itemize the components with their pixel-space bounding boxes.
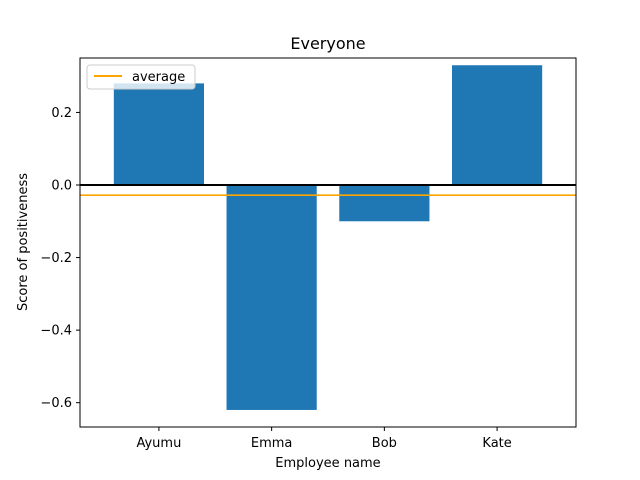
bar-kate bbox=[452, 65, 543, 185]
x-tick-label: Emma bbox=[251, 436, 293, 451]
plot-frame bbox=[79, 57, 577, 428]
bars-group bbox=[113, 65, 543, 410]
bar-ayumu bbox=[113, 83, 204, 185]
y-tick-label: 0.0 bbox=[51, 178, 72, 193]
y-tick-label: 0.2 bbox=[51, 106, 72, 121]
bar-bob bbox=[339, 184, 430, 222]
bar-emma bbox=[226, 184, 317, 410]
chart-title: Everyone bbox=[290, 34, 365, 53]
x-tick-label: Bob bbox=[372, 436, 397, 451]
y-tick-label: −0.4 bbox=[40, 324, 72, 339]
legend-average-label: average bbox=[132, 70, 185, 85]
x-axis-label: Employee name bbox=[275, 456, 380, 471]
y-tick-label: −0.6 bbox=[40, 396, 72, 411]
x-tick-label: Ayumu bbox=[136, 436, 181, 451]
y-tick-label: −0.2 bbox=[40, 251, 72, 266]
x-tick-label: Kate bbox=[482, 436, 511, 451]
reference-lines bbox=[80, 183, 576, 196]
legend-box bbox=[86, 64, 196, 90]
y-axis-label: Score of positiveness bbox=[16, 173, 31, 311]
x-axis-ticks: Ayumu Emma Bob Kate bbox=[136, 427, 512, 451]
y-axis-ticks: 0.2 0.0 −0.2 −0.4 −0.6 bbox=[40, 106, 80, 411]
legend: average bbox=[86, 64, 196, 90]
